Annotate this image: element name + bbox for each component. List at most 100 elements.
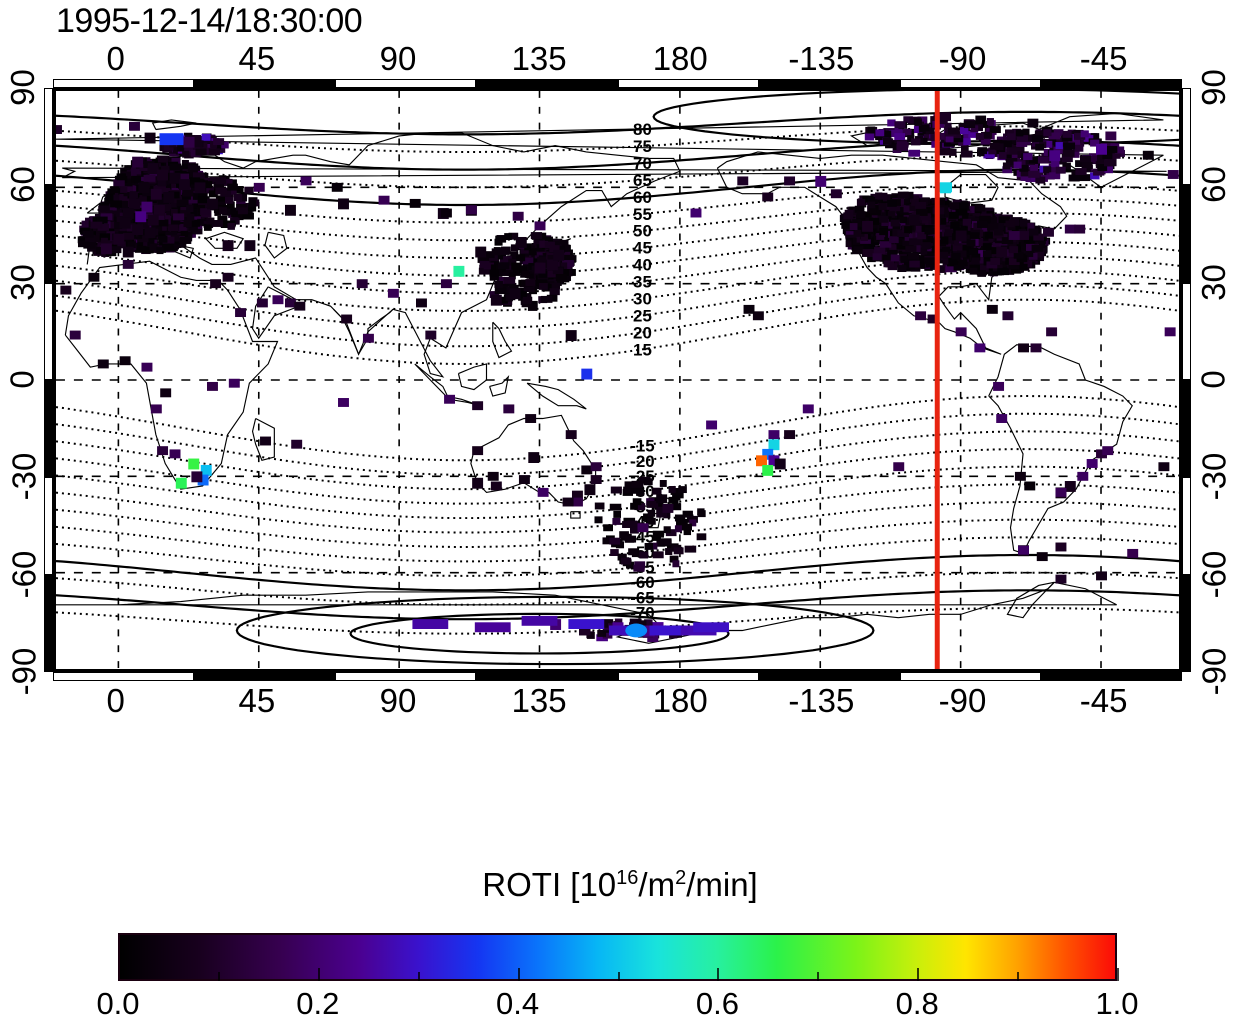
roti-data-point[interactable] [147,214,159,226]
roti-data-point[interactable] [194,182,206,194]
roti-data-point[interactable] [768,455,780,467]
roti-pixel [130,167,142,175]
roti-data-point[interactable] [581,368,593,380]
roti-data-point[interactable] [150,188,162,200]
roti-data-point[interactable] [147,163,159,175]
roti-pixel [1005,154,1015,162]
roti-pixel [495,235,507,243]
roti-data-point[interactable] [122,208,134,219]
roti-data-point[interactable] [129,198,140,210]
roti-data-point[interactable] [183,136,195,148]
roti-data-point[interactable] [547,259,558,271]
roti-data-point[interactable] [200,464,212,476]
roti-data-point[interactable] [132,156,144,168]
roti-data-point[interactable] [153,204,165,216]
roti-data-point[interactable] [138,182,150,194]
roti-pixel [199,142,208,150]
roti-data-point[interactable] [284,204,296,216]
roti-data-point[interactable] [100,243,112,255]
roti-pixel [1086,459,1098,468]
roti-pixel [610,486,622,494]
roti-data-point[interactable] [509,288,521,300]
roti-data-point[interactable] [135,211,147,223]
roti-pixel [127,241,136,249]
colorbar-title-exponent-2: 2 [675,867,687,889]
roti-data-point[interactable] [144,132,156,144]
roti-pixel [867,126,876,134]
roti-data-point[interactable] [475,246,487,258]
roti-data-point[interactable] [908,214,920,226]
roti-data-point[interactable] [656,506,668,518]
roti-data-point[interactable] [955,230,967,242]
lon-axis-label-bottom: -45 [1079,682,1128,719]
roti-data-point[interactable] [515,236,527,248]
roti-data-point[interactable] [534,262,546,274]
page-title: 1995-12-14/18:30:00 [56,2,363,40]
roti-pixel [940,236,949,244]
roti-data-point[interactable] [571,490,583,502]
roti-data-point[interactable] [453,265,465,277]
lat-axis-label-left: -30 [5,452,43,501]
roti-pixel [989,142,1000,150]
roti-data-point[interactable] [762,464,774,476]
roti-pixel [877,192,888,200]
roti-data-point[interactable] [862,220,874,232]
roti-data-point[interactable] [157,169,169,181]
roti-pixel [860,233,868,241]
roti-data-point[interactable] [169,172,181,184]
roti-data-point[interactable] [163,192,175,203]
axis-tick-segment [1040,672,1182,681]
roti-pixel [523,293,532,300]
roti-data-point[interactable] [774,458,786,470]
maglat-label: 15 [633,340,652,359]
roti-pixel [550,240,561,248]
roti-data-point[interactable] [144,227,156,239]
roti-data-point[interactable] [197,474,209,486]
roti-pixel [975,133,984,140]
roti-pixel [120,185,128,193]
roti-data-point[interactable] [762,448,774,460]
roti-data-point[interactable] [528,452,540,464]
roti-data-point[interactable] [222,240,234,252]
roti-data-point[interactable] [815,175,827,187]
roti-pixel [195,148,207,156]
maglat-label-group: 8075706560555045403530252015-15-20-25-30… [630,120,654,638]
roti-data-point[interactable] [206,198,218,210]
roti-data-point[interactable] [490,294,502,306]
roti-pixel [1024,481,1036,491]
roti-data-point[interactable] [244,240,256,252]
roti-pixel [220,221,229,229]
maglat-contour--60 [56,553,1179,592]
roti-data-point[interactable] [643,625,655,637]
roti-pixel [628,548,638,556]
roti-data-point[interactable] [132,224,144,236]
roti-data-point[interactable] [338,198,349,210]
roti-data-point[interactable] [188,458,200,470]
roti-data-point[interactable] [553,249,565,261]
roti-data-point[interactable] [141,201,153,213]
roti-data-point[interactable] [472,477,484,489]
roti-data-point[interactable] [584,484,596,496]
roti-pixel [158,235,168,243]
roti-data-point[interactable] [996,246,1008,258]
map-plot-area[interactable]: 8075706560555045403530252015-15-20-25-30… [53,88,1182,672]
roti-pixel [590,475,602,484]
axis-tick-segment [617,79,759,88]
roti-pixel [643,513,654,521]
roti-data-point[interactable] [1064,481,1076,492]
roti-data-point[interactable] [119,217,131,229]
roti-data-point[interactable] [122,246,134,258]
roti-data-point[interactable] [1049,150,1061,162]
roti-data-point[interactable] [768,439,780,451]
roti-data-point[interactable] [113,233,125,245]
roti-data-point[interactable] [191,471,203,483]
roti-pixel [998,261,1007,269]
roti-data-point[interactable] [178,179,190,191]
roti-pixel [119,356,131,366]
roti-data-point[interactable] [756,455,767,467]
roti-pixel [1096,571,1107,581]
roti-pixel [465,205,477,215]
roti-data-point[interactable] [1096,143,1107,155]
roti-data-point[interactable] [565,330,577,341]
roti-data-point[interactable] [175,477,187,489]
